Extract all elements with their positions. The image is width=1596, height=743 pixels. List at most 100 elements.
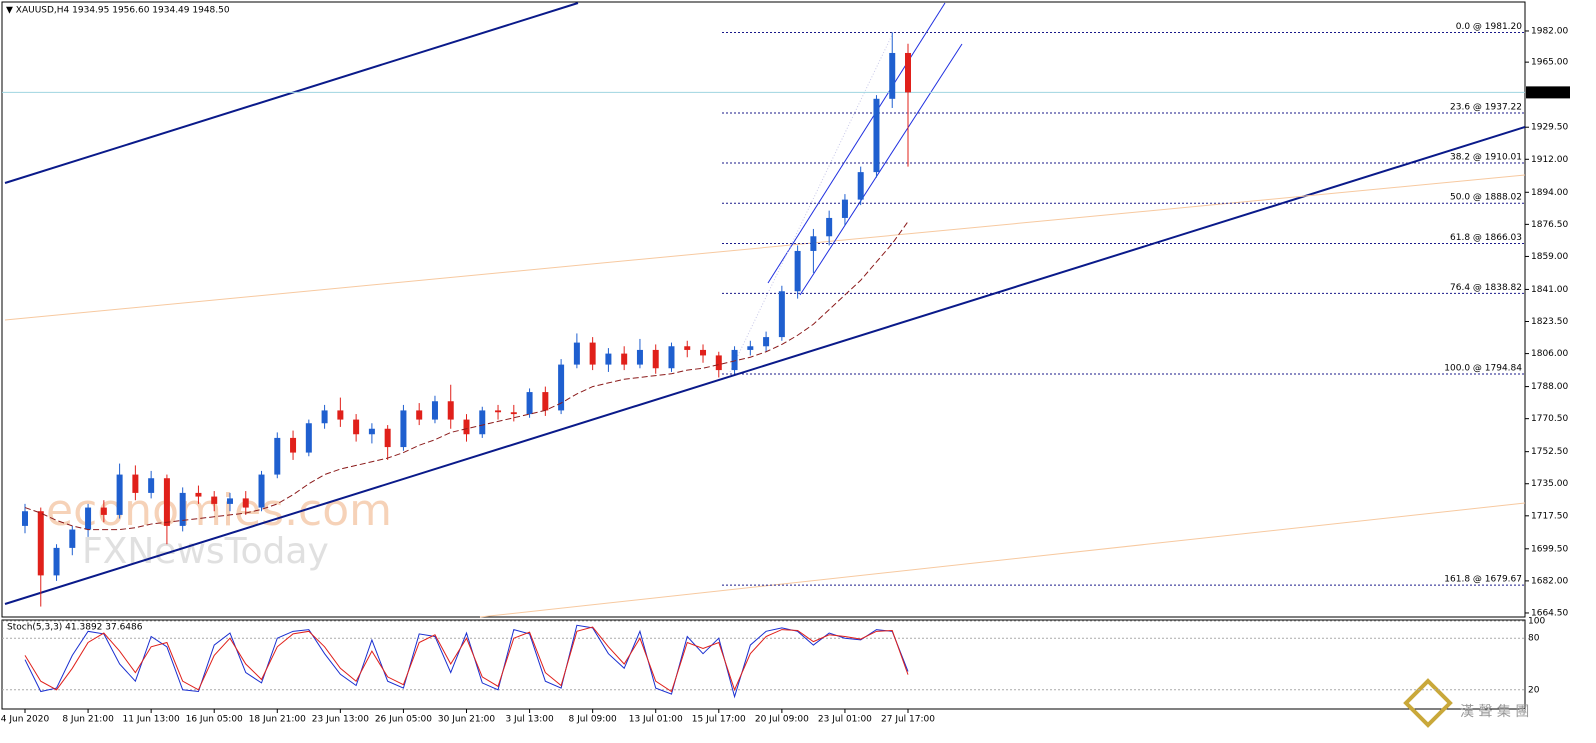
candle-body [53,547,60,576]
candle-body [794,250,801,292]
y-tick-label: 1894.00 [1531,188,1568,198]
y-tick-label: 1876.50 [1531,220,1568,230]
candle-body [905,52,911,93]
candle-body [321,410,328,424]
candle-body [242,498,249,508]
y-tick-label: 1982.00 [1531,26,1568,36]
indicator-tick-label: 20 [1528,685,1540,695]
y-tick-label: 1823.50 [1531,317,1568,327]
candle-body [526,392,533,415]
candle-body [668,346,675,369]
candle-body [495,410,502,413]
candle-body [100,507,107,515]
y-tick-label: 1664.50 [1531,608,1568,618]
watermark: economies.com [46,485,392,536]
x-tick-label: 13 Jul 01:00 [629,715,683,725]
x-tick-label: 27 Jul 17:00 [881,715,935,725]
fib-label: 38.2 @ 1910.01 [1450,152,1522,162]
x-tick-label: 3 Jul 13:00 [505,715,554,725]
x-tick-label: 8 Jul 09:00 [569,715,618,725]
x-tick-label: 4 Jun 2020 [1,715,50,725]
trend-line [479,502,1526,618]
trend-lines [4,2,1526,618]
watermark: FXNewsToday [82,531,329,572]
candle-body [715,355,722,371]
current-price-box [1526,86,1570,99]
y-tick-label: 1965.00 [1531,58,1568,68]
y-tick-label: 1735.00 [1531,479,1568,489]
fib-label: 100.0 @ 1794.84 [1444,364,1522,374]
candle-body [810,236,817,251]
fib-label: 61.8 @ 1866.03 [1450,233,1522,243]
indicator-title: Stoch(5,3,3) 41.3892 37.6486 [7,623,143,633]
candle-body [337,410,344,420]
logo-text: 漢 聲 集 團 [1460,703,1529,720]
candle-body [605,353,612,365]
candle-body [747,346,754,350]
candle-body [621,353,628,365]
candle-body [763,337,770,347]
x-tick-label: 18 Jun 21:00 [249,715,306,725]
candle-body [22,511,28,526]
candle-body [826,217,833,237]
fib-label: 50.0 @ 1888.02 [1450,193,1522,203]
chart-header: ▼ XAUUSD,H4 1934.95 1956.60 1934.49 1948… [6,6,230,16]
moving-average [24,221,909,531]
candle-body [589,342,596,365]
candle-body [274,437,281,475]
candle-body [636,349,643,365]
candle-body [116,474,123,515]
fib-label: 76.4 @ 1838.82 [1450,283,1522,293]
y-tick-label: 1806.00 [1531,349,1568,359]
y-tick-label: 1682.00 [1531,576,1568,586]
candle-body [195,492,202,497]
candle-body [148,478,155,493]
candle-body [416,410,423,420]
candle-body [684,346,691,350]
candle-body [353,419,360,435]
x-tick-label: 23 Jun 13:00 [312,715,369,725]
x-tick-label: 20 Jul 09:00 [755,715,809,725]
indicator-tick-label: 100 [1528,617,1545,627]
candle-body [841,199,848,218]
x-tick-label: 11 Jun 13:00 [123,715,180,725]
candle-body [558,364,565,411]
y-tick-label: 1699.50 [1531,544,1568,554]
candle-body [258,474,265,508]
candle-body [69,529,76,548]
y-tick-label: 1717.50 [1531,511,1568,521]
y-tick-label: 1912.00 [1531,155,1568,165]
logo: 漢 聲 集 團 [1403,678,1529,728]
indicator-pane [1,619,1526,710]
y-tick-label: 1859.00 [1531,252,1568,262]
candle-body [778,291,785,338]
x-tick-label: 30 Jun 21:00 [438,715,495,725]
candle-body [384,428,391,448]
fib-label: 23.6 @ 1937.22 [1450,103,1522,113]
candle-body [37,511,44,576]
candle-body [700,349,707,356]
candle-body [85,507,92,530]
candle-body [163,478,170,526]
candle-body [179,492,186,526]
trend-line [4,174,1526,321]
candle-body [873,98,880,173]
x-tick-label: 23 Jul 01:00 [818,715,872,725]
candle-body [226,498,233,504]
candle-body [542,392,549,411]
trend-line [4,2,579,184]
candle-body [211,496,218,504]
candle-body [510,412,517,415]
stoch-line [24,624,909,699]
candle-body [463,419,470,435]
main-pane [1,1,1526,618]
x-tick-label: 15 Jul 17:00 [692,715,746,725]
channel-line [799,43,963,296]
y-tick-label: 1788.00 [1531,382,1568,392]
candle-body [857,172,864,200]
candle-body [305,423,312,453]
candle-body [889,52,896,99]
candle-body [400,410,407,448]
